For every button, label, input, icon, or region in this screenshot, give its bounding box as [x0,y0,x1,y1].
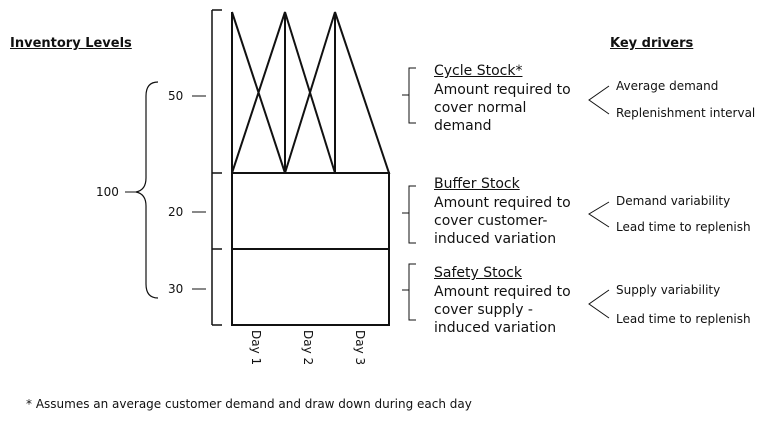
day-1-label: Day 1 [249,330,263,366]
cycle-driver-2: Replenishment interval [616,106,756,120]
cycle-level-label: 50 [168,89,184,103]
chevron-safety [588,289,610,319]
footnote: * Assumes an average customer demand and… [26,397,472,411]
bracket-safety [402,263,416,321]
cycle-stock-title: Cycle Stock* [434,63,523,79]
buffer-stock-description: Amount required to cover customer- induc… [434,195,571,247]
cycle-stock-description: Amount required to cover normal demand [434,82,571,134]
safety-stock-description: Amount required to cover supply - induce… [434,284,571,336]
buffer-driver-2: Lead time to replenish [616,220,751,234]
safety-driver-1: Supply variability [616,283,721,297]
safety-level-label: 30 [168,282,184,296]
inventory-levels-header: Inventory Levels [10,36,132,51]
buffer-stock-box [231,172,390,250]
key-drivers-header: Key drivers [610,36,694,51]
total-level-label: 100 [96,185,119,199]
bracket-buffer [402,185,416,244]
safety-stock-box [231,248,390,326]
buffer-stock-title: Buffer Stock [434,176,520,192]
sawtooth-edge-day2 [284,11,336,174]
safety-driver-2: Lead time to replenish [616,312,751,326]
cycle-driver-1: Average demand [616,79,719,93]
day-3-label: Day 3 [353,330,367,366]
buffer-driver-1: Demand variability [616,194,731,208]
day-2-label: Day 2 [301,330,315,366]
chevron-buffer [588,201,610,228]
chevron-cycle [588,85,610,115]
sawtooth-edge-day1 [231,11,286,174]
safety-stock-title: Safety Stock [434,265,522,281]
bracket-cycle [402,67,416,124]
total-brace [135,81,159,299]
buffer-level-label: 20 [168,205,184,219]
